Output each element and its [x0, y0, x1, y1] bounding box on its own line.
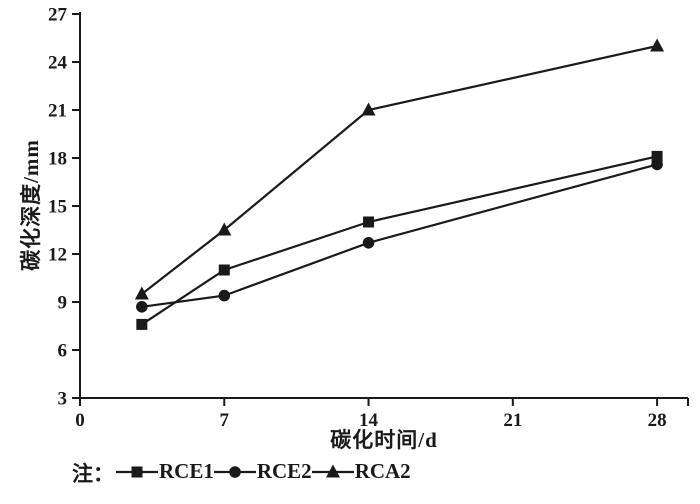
chart-plot-area: 3 6 9 12 15 18 21 24 27 0 7 14 21 28 [48, 5, 689, 430]
y-tick-label: 24 [48, 53, 68, 74]
legend-item-RCE2: RCE2 [213, 459, 312, 484]
legend-label-RCE2: RCE2 [256, 459, 312, 484]
y-axis-label: 碳化深度/mm [19, 139, 43, 271]
y-tick-label: 12 [48, 245, 67, 266]
series-RCE1 [136, 150, 663, 330]
legend-item-RCA2: RCA2 [311, 459, 411, 484]
legend-label-RCA2: RCA2 [354, 459, 411, 484]
y-tick-label: 3 [58, 389, 68, 410]
y-tick-label: 9 [58, 293, 68, 314]
circle-marker-icon [213, 465, 256, 478]
x-tick-label: 7 [220, 410, 230, 430]
legend-label-RCE1: RCE1 [159, 459, 214, 484]
legend-items: RCE1 RCE2 RCA2 [116, 459, 411, 487]
y-tick-label: 15 [48, 197, 67, 218]
legend-item-RCE1: RCE1 [116, 459, 214, 484]
x-tick-label: 14 [359, 410, 379, 430]
chart-legend: 注： RCE1 RCE2 RCA2 [72, 458, 411, 488]
square-marker-icon [116, 466, 158, 478]
y-tick-label: 27 [48, 5, 68, 26]
y-tick-label: 6 [58, 341, 68, 362]
y-tick-label: 21 [48, 101, 67, 122]
x-axis-label: 碳化时间/d [330, 428, 438, 452]
series-RCA2 [134, 38, 665, 300]
legend-note-prefix: 注： [72, 462, 114, 486]
series-RCE2 [136, 158, 663, 313]
x-tick-label: 21 [503, 410, 522, 430]
triangle-marker-icon [311, 464, 354, 478]
y-tick-label: 18 [48, 149, 67, 170]
x-tick-label: 0 [75, 410, 85, 430]
x-tick-label: 28 [648, 410, 667, 430]
